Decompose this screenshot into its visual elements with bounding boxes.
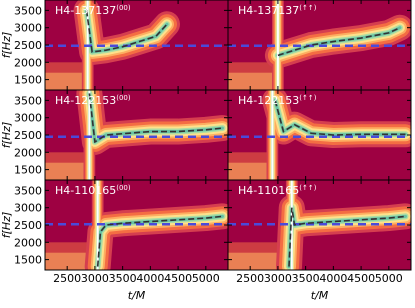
panel-title: H4-122153(↑↑) <box>238 94 317 107</box>
panel <box>228 0 411 90</box>
x-tick-label: 3500 <box>109 272 137 285</box>
frequency-track <box>88 93 223 144</box>
frequency-track <box>96 215 223 267</box>
frequency-track <box>274 100 406 136</box>
panel <box>45 90 228 180</box>
panel-title-name: H4-122153 <box>238 94 299 107</box>
frequency-track <box>288 207 406 267</box>
panel-title: H4-137137(00) <box>55 4 131 17</box>
panel <box>45 0 228 90</box>
y-tick-label: 1500 <box>14 164 42 177</box>
panel-title: H4-137137(↑↑) <box>238 4 317 17</box>
x-tick-label: 4000 <box>136 272 164 285</box>
panel <box>228 90 411 180</box>
x-tick-label: 3500 <box>292 272 320 285</box>
x-tick-label: 3000 <box>264 272 292 285</box>
panel <box>45 180 228 270</box>
panel-title-superscript: (00) <box>116 184 131 192</box>
y-tick-label: 2500 <box>14 39 42 52</box>
y-tick-label: 3500 <box>14 94 42 107</box>
x-tick-label: 5000 <box>375 272 403 285</box>
x-tick-label: 4500 <box>347 272 375 285</box>
y-axis-label: f[Hz] <box>0 212 13 239</box>
y-tick-label: 2500 <box>14 219 42 232</box>
x-tick-label: 2500 <box>236 272 264 285</box>
y-tick-label: 2000 <box>14 236 42 249</box>
y-axis-label: f[Hz] <box>0 32 13 59</box>
panel-title: H4-110165(↑↑) <box>238 184 317 197</box>
pre-merger-band <box>45 252 98 270</box>
y-axis-label: f[Hz] <box>0 122 13 149</box>
panel-title-superscript: (↑↑) <box>299 184 316 192</box>
frequency-track <box>85 10 168 53</box>
y-tick-label: 3000 <box>14 202 42 215</box>
panel-title-name: H4-122153 <box>55 94 116 107</box>
panel-title-name: H4-137137 <box>55 4 116 17</box>
panel-frame <box>227 179 412 271</box>
x-tick-label: 4500 <box>164 272 192 285</box>
pre-merger-band <box>45 162 90 180</box>
panel-title-superscript: (00) <box>116 4 131 12</box>
y-tick-label: 3000 <box>14 22 42 35</box>
y-tick-label: 3500 <box>14 184 42 197</box>
pre-merger-band <box>45 72 88 90</box>
frequency-track <box>277 26 401 57</box>
pre-merger-band <box>228 252 292 270</box>
pre-merger-band <box>228 162 273 180</box>
y-tick-label: 2000 <box>14 146 42 159</box>
panel-title-superscript: (00) <box>116 94 131 102</box>
x-axis-label: t/M <box>311 289 329 302</box>
panel-title: H4-110165(00) <box>55 184 131 197</box>
panel-title-superscript: (↑↑) <box>299 4 316 12</box>
panel-title-name: H4-110165 <box>55 184 116 197</box>
pre-merger-band <box>228 72 278 90</box>
panel-title-superscript: (↑↑) <box>299 94 316 102</box>
panel <box>228 180 411 270</box>
y-tick-label: 2500 <box>14 129 42 142</box>
x-axis-label: t/M <box>128 289 146 302</box>
y-tick-label: 1500 <box>14 74 42 87</box>
x-tick-label: 2500 <box>53 272 81 285</box>
x-tick-label: 4000 <box>319 272 347 285</box>
x-tick-label: 3000 <box>81 272 109 285</box>
panel-title-name: H4-137137 <box>238 4 299 17</box>
y-tick-label: 2000 <box>14 56 42 69</box>
y-tick-label: 3000 <box>14 112 42 125</box>
y-tick-label: 1500 <box>14 254 42 267</box>
panel-title: H4-122153(00) <box>55 94 131 107</box>
y-tick-label: 3500 <box>14 4 42 17</box>
panel-title-name: H4-110165 <box>238 184 299 197</box>
x-tick-label: 5000 <box>192 272 220 285</box>
